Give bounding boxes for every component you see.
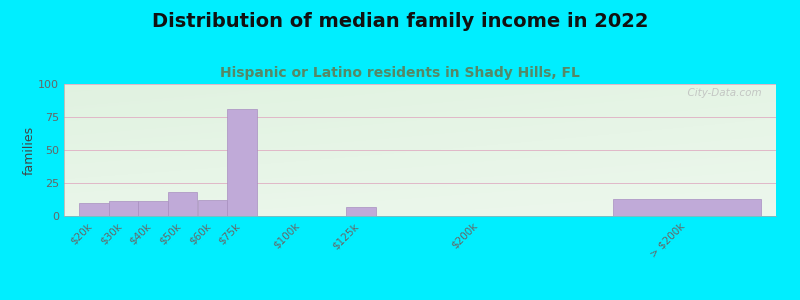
Bar bbox=[198, 200, 227, 216]
Bar bbox=[613, 199, 761, 216]
Bar bbox=[227, 109, 257, 216]
Y-axis label: families: families bbox=[22, 125, 35, 175]
Bar bbox=[109, 202, 138, 216]
Text: Distribution of median family income in 2022: Distribution of median family income in … bbox=[152, 12, 648, 31]
Bar bbox=[79, 203, 109, 216]
Bar bbox=[168, 192, 198, 216]
Bar bbox=[138, 202, 168, 216]
Text: Hispanic or Latino residents in Shady Hills, FL: Hispanic or Latino residents in Shady Hi… bbox=[220, 66, 580, 80]
Text: City-Data.com: City-Data.com bbox=[681, 88, 762, 98]
Bar bbox=[346, 207, 375, 216]
